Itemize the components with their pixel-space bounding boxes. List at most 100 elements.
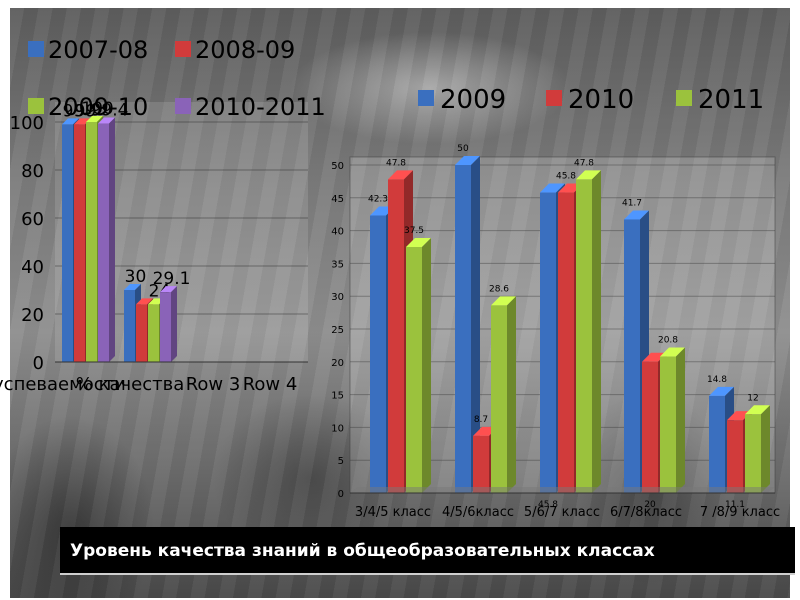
right-legend-label: 2011 bbox=[698, 85, 764, 115]
right-y-tick: 25 bbox=[331, 325, 344, 336]
left-legend-swatch bbox=[175, 41, 191, 57]
right-bar-front bbox=[540, 192, 556, 493]
right-x-tick: 3/4/5 класс bbox=[355, 505, 431, 520]
right-legend-label: 2010 bbox=[568, 85, 634, 115]
right-bar-side bbox=[471, 156, 480, 493]
right-legend-swatch bbox=[676, 90, 692, 106]
right-x-tick: 6/7/8класс bbox=[610, 505, 682, 520]
right-legend-item: 2011 bbox=[676, 85, 764, 115]
left-bar-top bbox=[86, 116, 103, 122]
right-bar bbox=[491, 296, 516, 493]
left-y-tick: 40 bbox=[21, 257, 44, 278]
left-bar-top bbox=[136, 298, 153, 305]
left-legend-swatch bbox=[175, 98, 191, 114]
left-y-tick: 100 bbox=[10, 113, 44, 134]
right-bar-front bbox=[455, 165, 471, 493]
right-data-label: 45.8 bbox=[538, 500, 558, 510]
right-data-label: 47.8 bbox=[386, 158, 406, 168]
right-bar-top bbox=[745, 405, 770, 415]
right-bar bbox=[455, 156, 480, 493]
right-data-label: 50 bbox=[457, 144, 469, 154]
right-bar bbox=[406, 238, 431, 493]
right-legend-swatch bbox=[546, 90, 562, 106]
right-y-tick: 35 bbox=[331, 259, 344, 270]
right-bar-side bbox=[676, 347, 685, 493]
right-chart: 0 5 10 15 20 25 30 35 40 45 50 2009 2010 2011 42.3 47.8… bbox=[331, 85, 780, 520]
left-legend-item: 2008-09 bbox=[175, 36, 295, 64]
left-bar-front bbox=[86, 122, 97, 362]
left-legend-label: 2007-08 bbox=[48, 36, 148, 64]
right-legend-swatch bbox=[418, 90, 434, 106]
left-bar-top bbox=[124, 284, 141, 290]
right-y-tick: 0 bbox=[338, 489, 344, 500]
right-bar-front bbox=[576, 179, 592, 493]
left-x-tick: Row 4 bbox=[243, 374, 298, 395]
right-data-label: 8.7 bbox=[474, 415, 488, 425]
right-bar-side bbox=[422, 238, 431, 493]
left-bar-top bbox=[62, 118, 79, 125]
right-data-label: 20 bbox=[644, 500, 656, 510]
right-bar-top bbox=[540, 183, 565, 193]
left-x-tick: % успеваемости bbox=[0, 374, 126, 395]
left-bar-front bbox=[136, 304, 147, 362]
right-bar-top bbox=[406, 238, 431, 247]
right-y-tick: 50 bbox=[331, 161, 344, 172]
left-legend-item: 2007-08 bbox=[28, 36, 148, 64]
left-bar-front bbox=[62, 124, 73, 363]
right-y-tick: 45 bbox=[331, 194, 344, 205]
right-bar-top bbox=[491, 296, 516, 306]
right-bar-front bbox=[660, 356, 676, 493]
left-data-label: 29.1 bbox=[153, 269, 191, 289]
left-bar bbox=[98, 117, 115, 362]
right-bar-top bbox=[660, 347, 685, 357]
left-data-label: 99 bbox=[75, 101, 97, 121]
right-floor bbox=[350, 487, 775, 493]
left-bar-front bbox=[160, 292, 171, 362]
left-y-tick: 0 bbox=[33, 353, 44, 374]
right-bar-top bbox=[455, 156, 480, 165]
right-legend-label: 2009 bbox=[440, 85, 506, 115]
right-bar-side bbox=[592, 170, 601, 493]
left-legend-swatch bbox=[28, 98, 44, 114]
right-data-label: 20.8 bbox=[658, 336, 678, 346]
left-bar-front bbox=[98, 123, 109, 362]
right-data-label: 37.5 bbox=[404, 226, 424, 236]
right-legend-item: 2010 bbox=[546, 85, 634, 115]
right-bar-front bbox=[370, 215, 386, 493]
right-bar-front bbox=[473, 435, 489, 493]
left-bar-front bbox=[148, 304, 159, 362]
right-bar bbox=[660, 347, 685, 493]
right-legend-item: 2009 bbox=[418, 85, 506, 115]
right-y-tick: 10 bbox=[331, 423, 344, 434]
right-bar-front bbox=[727, 420, 743, 493]
right-bar-front bbox=[642, 361, 658, 493]
left-bar-front bbox=[74, 124, 85, 363]
right-bar-front bbox=[624, 219, 640, 493]
left-bar-top bbox=[74, 118, 91, 125]
right-y-tick: 5 bbox=[338, 456, 344, 467]
left-chart: 0 20 40 60 80 100 2007-08 2008-09 2009-10 2010-20… bbox=[0, 36, 326, 395]
left-bar-side bbox=[109, 117, 115, 362]
right-data-label: 14.8 bbox=[707, 375, 727, 385]
left-legend-label: 2008-09 bbox=[195, 36, 295, 64]
right-bar bbox=[576, 170, 601, 493]
title-banner: Уровень качества знаний в общеобразовате… bbox=[60, 527, 795, 573]
right-bar bbox=[745, 405, 770, 493]
left-data-label: 100 bbox=[81, 99, 113, 119]
left-legend-item: 2010-2011 bbox=[175, 93, 326, 121]
right-bar-side bbox=[761, 405, 770, 493]
right-bar-top bbox=[727, 411, 752, 421]
right-data-label: 12 bbox=[747, 393, 758, 403]
left-legend-label: 2010-2011 bbox=[195, 93, 326, 121]
left-x-tick: Row 3 bbox=[186, 374, 241, 395]
right-bar-front bbox=[491, 305, 507, 493]
left-data-label: 30 bbox=[125, 267, 147, 287]
left-bar-side bbox=[171, 286, 177, 362]
right-data-label: 28.6 bbox=[489, 284, 509, 294]
right-data-label: 11.1 bbox=[725, 500, 745, 510]
right-data-label: 45.8 bbox=[556, 172, 576, 182]
right-bar-front bbox=[406, 247, 422, 493]
slide-title: Уровень качества знаний в общеобразовате… bbox=[70, 541, 655, 561]
right-bar-top bbox=[576, 170, 601, 180]
